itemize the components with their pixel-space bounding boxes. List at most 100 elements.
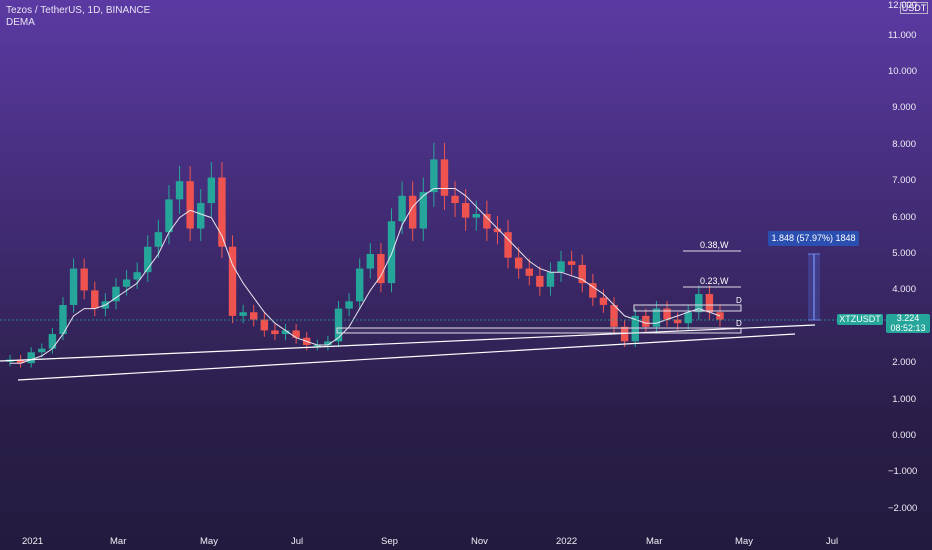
candle-body[interactable] [440,159,449,196]
x-tick-label: May [200,536,218,547]
x-tick-label: Nov [471,536,488,547]
fib-label-038: 0.38,W [700,240,729,250]
supply-box[interactable] [633,304,742,312]
candle-body[interactable] [197,203,205,229]
candle-body[interactable] [16,359,25,364]
bar-countdown: 08:52:13 [890,322,926,333]
candle-body[interactable] [504,232,512,258]
candle-body[interactable] [631,315,639,342]
candle-body[interactable] [271,330,279,335]
candle-body[interactable] [387,221,396,284]
candle-body[interactable] [186,181,194,229]
candle-body[interactable] [59,304,67,335]
candle-body[interactable] [514,257,523,269]
currency-unit[interactable]: USDT [900,2,928,14]
x-tick-label: May [735,536,753,547]
candle-body[interactable] [80,268,88,291]
candle-body[interactable] [620,326,629,342]
candle-body[interactable] [695,294,703,313]
candle-body[interactable] [377,254,385,284]
candle-body[interactable] [430,159,438,193]
candle-body[interactable] [684,312,692,324]
candle-body[interactable] [250,312,258,320]
fib-label-023: 0.23,W [700,276,729,286]
candle-body[interactable] [228,246,237,316]
candle-body[interactable] [355,268,364,302]
y-tick-label: 8.000 [892,138,916,150]
candle-body[interactable] [705,294,714,313]
unit-label: USDT [901,3,927,13]
chart-title[interactable]: Tezos / TetherUS, 1D, BINANCE [6,5,151,16]
candle-body[interactable] [27,352,35,364]
candle-body[interactable] [165,199,173,233]
candle-body[interactable] [144,246,152,273]
box-label-lower: D [736,319,742,328]
candle-body[interactable] [578,264,586,284]
candle-body[interactable] [536,275,544,287]
trendline-lower[interactable] [17,333,796,381]
candle-body[interactable] [557,261,565,273]
dema-line [10,188,721,364]
candle-body[interactable] [260,319,269,331]
candle-body[interactable] [239,312,247,316]
candle-body[interactable] [218,177,226,247]
y-tick-label: 6.000 [892,211,916,223]
candle-body[interactable] [154,232,163,247]
candle-body[interactable] [546,272,555,287]
indicator-label[interactable]: DEMA [6,17,35,28]
chart-legend: Tezos / TetherUS, 1D, BINANCE DEMA [6,5,150,29]
candle-body[interactable] [292,330,300,338]
x-tick-label: 2022 [556,536,578,547]
candle-body[interactable] [207,177,216,204]
candle-body[interactable] [324,341,332,345]
candle-body[interactable] [451,195,459,204]
x-tick-label: Jul [291,536,304,547]
y-tick-label: 9.000 [892,102,916,114]
candle-body[interactable] [567,261,576,265]
y-tick-label: 1.000 [892,393,916,405]
y-tick-label: −2.000 [888,502,918,514]
candle-body[interactable] [133,272,141,280]
symbol-tag[interactable]: XTZUSDT [837,314,883,325]
trendline-upper[interactable] [0,324,816,362]
candle-body[interactable] [281,330,290,335]
last-price-tag[interactable]: 3.224 08:52:13 [886,313,930,333]
candle-body[interactable] [69,268,78,305]
candle-body[interactable] [175,181,184,200]
candle-body[interactable] [589,283,597,298]
candle-body[interactable] [610,304,618,327]
y-tick-label: 7.000 [892,175,916,187]
demand-box[interactable] [336,327,742,334]
candle-body[interactable] [472,213,480,218]
candle-body[interactable] [652,308,661,327]
y-tick-label: 10.000 [888,66,918,77]
candle-body[interactable] [642,315,650,327]
candle-body[interactable] [366,254,375,269]
candle-body[interactable] [345,301,353,309]
candle-body[interactable] [663,308,671,320]
candle-body[interactable] [673,319,682,324]
candle-body[interactable] [599,297,608,305]
candle-body[interactable] [48,334,57,349]
x-tick-label: Jul [826,536,839,547]
candle-body[interactable] [38,348,46,353]
last-price-value: 3.224 [896,313,920,323]
candle-body[interactable] [334,308,343,342]
y-tick-label: −1.000 [888,466,918,478]
candle-body[interactable] [493,228,502,233]
y-tick-label: 5.000 [892,248,916,259]
candle-body[interactable] [91,290,99,309]
candle-body[interactable] [112,286,120,302]
measure-label[interactable]: 1.848 (57.97%) 1848 [768,231,859,246]
candle-body[interactable] [483,213,491,229]
candle-body[interactable] [408,195,417,229]
candle-body[interactable] [525,268,533,276]
candle-body[interactable] [461,203,470,218]
candle-body[interactable] [122,279,131,287]
candle-body[interactable] [419,192,427,229]
candle-body[interactable] [398,195,406,222]
x-tick-label: Sep [381,536,398,547]
candle-body[interactable] [313,345,322,347]
x-tick-label: Mar [110,536,127,547]
